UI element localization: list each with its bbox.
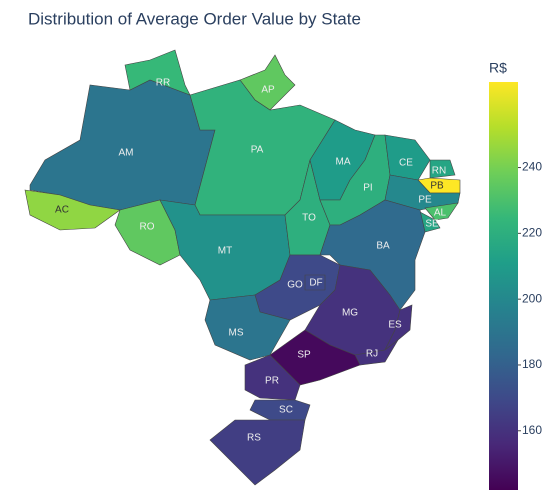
state-label: BA <box>376 241 390 252</box>
state-label: MT <box>218 246 232 257</box>
state-label: SP <box>297 350 311 361</box>
state-label: RJ <box>366 349 378 360</box>
colorbar-tick-label: 240 <box>522 160 542 174</box>
state-label: TO <box>302 213 316 224</box>
state-region <box>429 159 456 179</box>
state-label: AL <box>434 208 447 219</box>
state-label: MG <box>342 308 358 319</box>
state-region <box>384 134 431 181</box>
colorbar-tick-label: 160 <box>522 423 542 437</box>
state-region <box>424 202 459 221</box>
state-region <box>244 354 301 401</box>
state-label: PE <box>418 195 432 206</box>
state-label: AC <box>55 205 69 216</box>
state-label: RS <box>247 433 261 444</box>
state-label: GO <box>287 280 303 291</box>
colorbar-tick-label: 220 <box>522 226 542 240</box>
state-label: PR <box>265 376 279 387</box>
state-label: AP <box>261 85 275 96</box>
state-label: SE <box>425 219 439 230</box>
state-label: ES <box>388 320 402 331</box>
colorbar-tick-label: 200 <box>522 291 542 305</box>
state-region <box>209 419 306 486</box>
state-label: AM <box>119 148 134 159</box>
state-region <box>304 274 326 291</box>
colorbar <box>489 82 518 490</box>
state-region <box>124 49 191 96</box>
chart-title: Distribution of Average Order Value by S… <box>28 9 361 28</box>
state-label: CE <box>399 158 413 169</box>
colorbar-tick-label: 180 <box>522 357 542 371</box>
state-label: MA <box>336 157 351 168</box>
state-label: MS <box>229 328 244 339</box>
state-label: RR <box>156 78 170 89</box>
state-region <box>29 79 216 211</box>
state-label: PA <box>251 145 264 156</box>
state-label: RO <box>140 222 155 233</box>
state-label: SC <box>279 405 293 416</box>
colorbar-title: R$ <box>489 60 507 76</box>
state-label: DF <box>309 278 322 289</box>
state-region <box>24 189 121 231</box>
state-label: PI <box>363 183 372 194</box>
states <box>24 49 461 486</box>
state-label: RN <box>432 166 446 177</box>
state-label: PB <box>430 181 444 192</box>
